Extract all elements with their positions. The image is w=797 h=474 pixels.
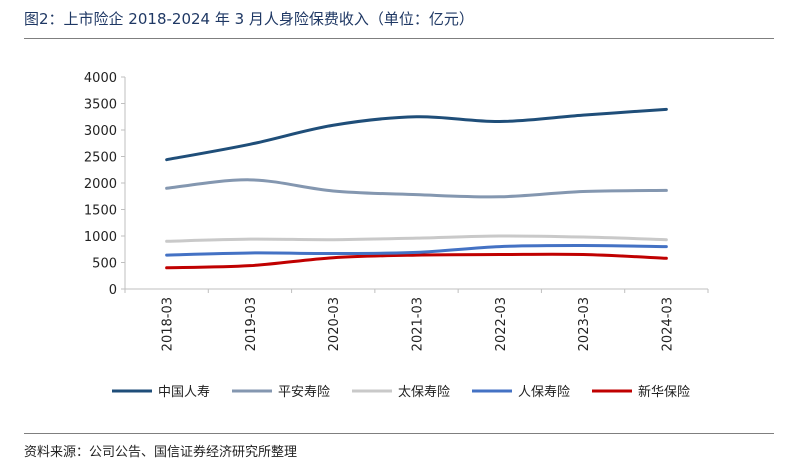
y-tick-label: 3500 — [84, 98, 117, 113]
legend-label: 中国人寿 — [158, 385, 210, 400]
x-tick-label: 2019-03 — [244, 297, 259, 351]
line-chart: 0 500 1000 1500 2000 2500 3000 3500 4000 2018-03 2… — [84, 71, 709, 400]
series-line — [165, 178, 668, 199]
x-tick-label: 2023-03 — [577, 297, 592, 351]
series-line — [165, 252, 668, 270]
bottom-divider — [24, 433, 774, 434]
legend-label: 新华保险 — [638, 384, 690, 400]
series-line — [165, 107, 668, 162]
x-tick-label: 2018-03 — [161, 297, 176, 351]
x-tick-label: 2020-03 — [327, 297, 342, 351]
y-tick-label: 4000 — [84, 71, 117, 86]
legend-label: 人保寿险 — [518, 385, 570, 400]
x-tick-label: 2021-03 — [411, 297, 426, 351]
legend-label: 平安寿险 — [278, 385, 330, 400]
source-note: 资料来源：公司公告、国信证券经济研究所整理 — [24, 445, 298, 460]
series-line — [165, 244, 668, 257]
chart-title: 图2：上市险企 2018-2024 年 3 月人身险保费收入（单位：亿元） — [24, 10, 474, 28]
legend-label: 太保寿险 — [398, 385, 450, 400]
x-tick-label: 2022-03 — [494, 297, 509, 351]
y-tick-label: 2000 — [84, 177, 117, 192]
y-tick-label: 0 — [109, 283, 117, 298]
y-tick-label: 3000 — [84, 124, 117, 139]
y-tick-label: 2500 — [84, 151, 117, 166]
y-tick-label: 1500 — [84, 204, 117, 219]
y-tick-label: 1000 — [84, 230, 117, 245]
series-line — [165, 234, 668, 243]
y-tick-label: 500 — [92, 257, 117, 272]
x-tick-label: 2024-03 — [660, 297, 675, 351]
top-divider — [24, 38, 774, 39]
